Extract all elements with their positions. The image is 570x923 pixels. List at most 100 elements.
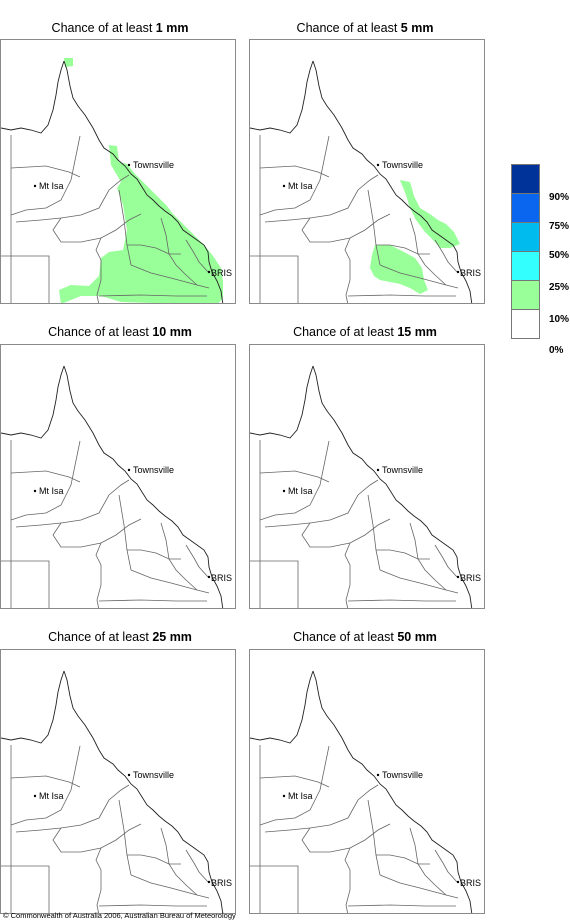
district-boundary-5 bbox=[301, 823, 391, 853]
district-boundary-3 bbox=[259, 135, 330, 216]
queensland-map: Townsville Mt Isa BRIS bbox=[250, 60, 481, 303]
townsville-marker bbox=[376, 773, 380, 777]
legend-label-75: 75% bbox=[549, 221, 570, 232]
east-coastline bbox=[63, 670, 224, 913]
district-boundary-8 bbox=[127, 244, 181, 255]
district-boundary-4 bbox=[264, 174, 379, 223]
label-townsville: Townsville bbox=[133, 770, 174, 780]
district-boundary-2 bbox=[259, 165, 330, 178]
district-boundary-13 bbox=[1, 865, 50, 913]
district-boundary-9 bbox=[160, 827, 198, 896]
gulf-coastline bbox=[250, 365, 314, 439]
district-boundary-5 bbox=[301, 518, 391, 548]
label-bris: BRIS bbox=[460, 878, 481, 888]
mt-isa-marker bbox=[33, 184, 37, 188]
east-coastline bbox=[312, 365, 473, 608]
district-boundary-12 bbox=[434, 239, 458, 273]
district-boundary-12 bbox=[434, 544, 458, 578]
district-boundary-2 bbox=[259, 470, 330, 483]
district-boundary-13 bbox=[250, 255, 299, 303]
district-boundary-10 bbox=[130, 264, 210, 289]
district-boundary-5 bbox=[301, 213, 391, 243]
district-boundary-9 bbox=[409, 827, 447, 896]
district-boundary-9 bbox=[160, 217, 198, 286]
district-boundary-10 bbox=[379, 569, 459, 594]
label-mt-isa: Mt Isa bbox=[288, 181, 313, 191]
district-boundary-6 bbox=[118, 494, 132, 571]
district-boundary-3 bbox=[259, 440, 330, 521]
queensland-map: Townsville Mt Isa BRIS bbox=[1, 365, 232, 608]
mt-isa-marker bbox=[282, 184, 286, 188]
east-coastline bbox=[63, 60, 224, 303]
rainfall-area-2 bbox=[59, 145, 223, 303]
district-boundary-10 bbox=[379, 264, 459, 289]
brisbane-marker bbox=[456, 880, 460, 884]
district-boundary-3 bbox=[10, 745, 81, 826]
district-boundary-9 bbox=[409, 522, 447, 591]
district-boundary-6 bbox=[367, 799, 381, 876]
label-mt-isa: Mt Isa bbox=[39, 486, 64, 496]
gulf-coastline bbox=[250, 670, 314, 744]
label-bris: BRIS bbox=[460, 573, 481, 583]
mt-isa-marker bbox=[282, 794, 286, 798]
legend-swatch-25 bbox=[511, 251, 540, 281]
district-boundary-4 bbox=[15, 479, 130, 528]
map-panel-15mm: Townsville Mt Isa BRIS bbox=[249, 344, 485, 609]
label-townsville: Townsville bbox=[382, 465, 423, 475]
legend-swatch-90 bbox=[511, 164, 540, 194]
district-boundary-8 bbox=[127, 549, 181, 560]
label-townsville: Townsville bbox=[382, 160, 423, 170]
legend-label-25: 25% bbox=[549, 282, 570, 293]
gulf-coastline bbox=[1, 365, 65, 439]
rainfall-area-2 bbox=[370, 245, 428, 294]
legend-label-0: 0% bbox=[549, 345, 564, 356]
label-mt-isa: Mt Isa bbox=[288, 486, 313, 496]
district-boundary-10 bbox=[379, 874, 459, 899]
district-boundary-3 bbox=[10, 440, 81, 521]
district-boundary-11 bbox=[98, 904, 207, 907]
district-boundary-9 bbox=[409, 217, 447, 286]
district-boundary-2 bbox=[10, 775, 81, 788]
district-boundary-6 bbox=[118, 799, 132, 876]
district-boundary-12 bbox=[185, 239, 209, 273]
district-boundary-3 bbox=[259, 745, 330, 826]
map-panel-1mm: Townsville Mt Isa BRIS bbox=[0, 39, 236, 304]
legend-swatch-10 bbox=[511, 280, 540, 310]
map-panel-5mm: Townsville Mt Isa BRIS bbox=[249, 39, 485, 304]
panel-title-25mm: Chance of at least 25 mm bbox=[48, 630, 192, 644]
district-boundary-11 bbox=[98, 294, 207, 297]
brisbane-marker bbox=[207, 880, 211, 884]
district-boundary-6 bbox=[367, 189, 381, 266]
district-boundary-7 bbox=[95, 237, 102, 303]
district-boundary-5 bbox=[52, 213, 142, 243]
district-boundary-13 bbox=[250, 865, 299, 913]
rainfall-area-1 bbox=[64, 58, 73, 67]
district-boundary-4 bbox=[264, 479, 379, 528]
legend-swatch-50 bbox=[511, 222, 540, 252]
label-mt-isa: Mt Isa bbox=[39, 181, 64, 191]
brisbane-marker bbox=[207, 575, 211, 579]
panel-title-15mm: Chance of at least 15 mm bbox=[293, 325, 437, 339]
label-bris: BRIS bbox=[211, 268, 232, 278]
east-coastline bbox=[312, 60, 473, 303]
panel-title-5mm: Chance of at least 5 mm bbox=[296, 21, 434, 35]
district-boundary-11 bbox=[347, 599, 456, 602]
district-boundary-10 bbox=[130, 569, 210, 594]
district-boundary-11 bbox=[347, 904, 456, 907]
district-boundary-4 bbox=[15, 174, 130, 223]
townsville-marker bbox=[127, 468, 131, 472]
label-bris: BRIS bbox=[211, 878, 232, 888]
district-boundary-3 bbox=[10, 135, 81, 216]
district-boundary-12 bbox=[185, 544, 209, 578]
legend-swatch-75 bbox=[511, 193, 540, 223]
label-mt-isa: Mt Isa bbox=[288, 791, 313, 801]
district-boundary-8 bbox=[376, 854, 430, 865]
district-boundary-4 bbox=[15, 784, 130, 833]
district-boundary-12 bbox=[185, 849, 209, 883]
townsville-marker bbox=[376, 468, 380, 472]
queensland-map: Townsville Mt Isa BRIS bbox=[250, 670, 481, 913]
east-coastline bbox=[312, 670, 473, 913]
panel-title-1mm: Chance of at least 1 mm bbox=[51, 21, 189, 35]
district-boundary-7 bbox=[344, 237, 351, 303]
gulf-coastline bbox=[1, 60, 65, 134]
